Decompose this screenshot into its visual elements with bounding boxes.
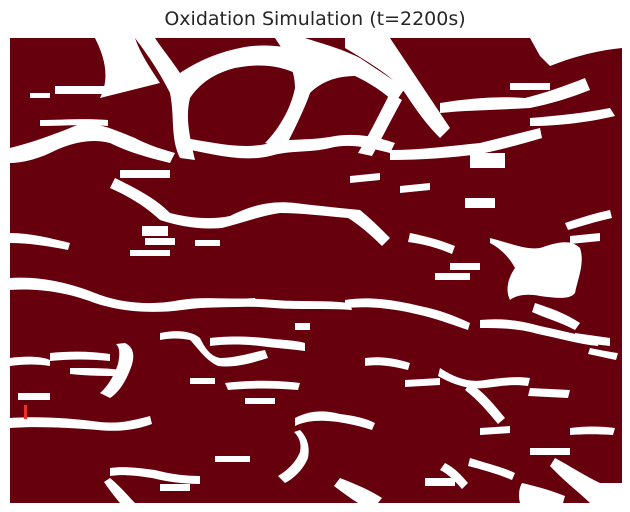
unoxidized-region bbox=[532, 303, 580, 330]
unoxidized-region bbox=[518, 483, 565, 503]
unoxidized-region bbox=[190, 378, 215, 384]
unoxidized-region bbox=[295, 411, 375, 430]
unoxidized-region bbox=[55, 86, 110, 94]
unoxidized-region bbox=[510, 83, 550, 90]
unoxidized-region bbox=[438, 368, 530, 389]
unoxidized-region bbox=[490, 238, 582, 300]
unoxidized-region bbox=[210, 336, 305, 351]
unoxidized-region bbox=[575, 333, 610, 346]
unoxidized-region bbox=[50, 351, 110, 361]
unoxidized-region bbox=[570, 233, 600, 244]
unoxidized-region bbox=[550, 458, 622, 503]
unoxidized-region bbox=[198, 298, 352, 310]
unoxidized-region bbox=[215, 456, 250, 462]
unoxidized-region bbox=[465, 383, 505, 424]
unoxidized-region bbox=[10, 233, 70, 250]
nucleation-site bbox=[24, 405, 27, 419]
oxidation-map bbox=[10, 38, 622, 503]
unoxidized-region bbox=[530, 38, 622, 66]
unoxidized-region bbox=[425, 478, 455, 486]
unoxidized-region bbox=[145, 238, 175, 245]
unoxidized-region bbox=[570, 426, 615, 435]
unoxidized-region bbox=[345, 298, 470, 330]
unoxidized-region bbox=[160, 484, 190, 491]
unoxidized-region bbox=[180, 134, 395, 159]
unoxidized-region bbox=[440, 463, 468, 489]
unoxidized-region bbox=[10, 416, 152, 431]
unoxidized-region bbox=[70, 368, 120, 376]
unoxidized-region bbox=[104, 478, 135, 503]
unoxidized-region bbox=[110, 178, 390, 246]
unoxidized-region bbox=[18, 393, 50, 400]
unoxidized-region bbox=[450, 263, 480, 270]
unoxidized-region bbox=[10, 356, 50, 366]
unoxidized-region bbox=[10, 123, 175, 163]
unoxidized-region bbox=[530, 448, 570, 455]
unoxidized-region bbox=[30, 93, 50, 98]
unoxidized-region bbox=[480, 426, 510, 435]
unoxidized-region bbox=[10, 277, 258, 312]
unoxidized-region bbox=[265, 38, 405, 148]
unoxidized-region bbox=[195, 240, 220, 246]
unoxidized-region bbox=[95, 38, 160, 98]
unoxidized-region bbox=[130, 250, 170, 256]
unoxidized-region bbox=[465, 198, 495, 208]
unoxidized-region bbox=[350, 173, 380, 183]
unoxidized-region bbox=[468, 458, 515, 480]
unoxidized-region bbox=[530, 108, 615, 126]
unoxidized-region bbox=[440, 78, 590, 113]
unoxidized-region bbox=[480, 319, 600, 346]
unoxidized-region bbox=[365, 357, 410, 370]
unoxidized-region bbox=[588, 348, 618, 360]
unoxidized-region bbox=[110, 467, 200, 484]
unoxidized-region bbox=[245, 398, 275, 404]
unoxidized-region bbox=[225, 380, 300, 390]
unoxidized-region bbox=[278, 430, 309, 483]
unoxidized-region bbox=[405, 378, 440, 387]
unoxidized-region bbox=[142, 226, 168, 236]
unoxidized-region bbox=[345, 38, 450, 138]
unoxidized-region bbox=[295, 323, 310, 330]
oxidation-map-svg bbox=[10, 38, 622, 503]
unoxidized-region bbox=[435, 273, 470, 280]
unoxidized-region bbox=[120, 170, 170, 178]
unoxidized-region bbox=[390, 128, 542, 160]
unoxidized-region bbox=[565, 210, 612, 230]
unoxidized-region bbox=[160, 331, 268, 367]
figure-title: Oxidation Simulation (t=2200s) bbox=[164, 8, 466, 30]
unoxidized-region bbox=[470, 153, 505, 168]
unoxidized-channels bbox=[10, 38, 622, 503]
unoxidized-region bbox=[528, 388, 570, 398]
unoxidized-region bbox=[408, 233, 455, 254]
unoxidized-region bbox=[400, 183, 430, 193]
unoxidized-region bbox=[40, 119, 108, 126]
unoxidized-region bbox=[135, 38, 305, 160]
unoxidized-region bbox=[334, 478, 382, 503]
